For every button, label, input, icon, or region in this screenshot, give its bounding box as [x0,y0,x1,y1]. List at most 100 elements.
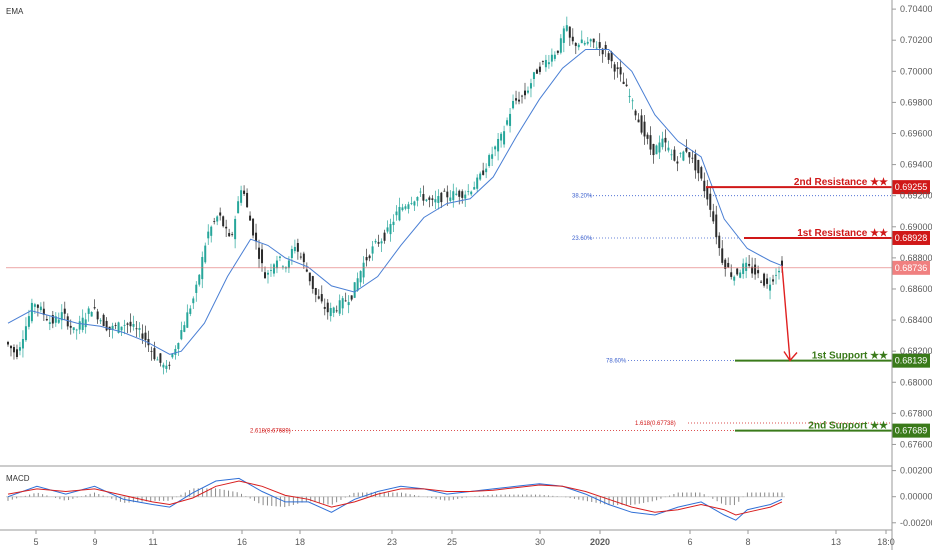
candle-body [679,152,682,154]
candle-body [643,121,646,137]
candle-body [126,323,129,325]
candle-body [60,312,63,321]
candle-body [51,315,54,324]
candle-body [742,263,745,274]
macd-signal-line [7,480,783,516]
level-label: 2nd Support ★★ [808,421,888,432]
candle-body [255,232,258,242]
candle-body [278,256,281,258]
candle-body [266,272,269,275]
x-tick-label: 18:0 [877,537,895,547]
candle-body [377,242,380,244]
candle-body [616,67,619,70]
projection-arrow-line [781,265,791,361]
candle-body [102,314,105,327]
candle-body [138,328,141,330]
candle-body [252,218,255,236]
candle-body [655,145,658,155]
candle-body [604,44,607,50]
candle-body [246,192,249,208]
candle-body [75,329,78,331]
candle-body [308,272,311,282]
fib-label: 78.60% [606,359,627,365]
x-tick-label: 16 [237,537,247,547]
candle-body [661,138,664,148]
candle-body [192,298,195,304]
candle-body [601,48,604,55]
candle-body [748,263,751,266]
candle-body [526,90,529,93]
candle-body [482,170,485,175]
candle-body [33,304,36,307]
candle-body [523,90,526,96]
macd-y-tick-label: 0.00200 [900,466,932,476]
candle-body [628,95,631,98]
candle-body [652,143,655,156]
candle-body [739,272,742,278]
candle-body [305,269,308,272]
candle-body [189,308,192,314]
candle-body [302,253,305,263]
candle-body [219,212,222,216]
candle-body [144,332,147,341]
y-tick-label: 0.70000 [900,66,932,76]
candle-body [541,61,544,63]
candle-body [443,190,446,192]
candle-body [153,348,156,360]
candle-body [470,191,473,195]
candle-body [317,296,320,299]
candle-body [598,42,601,48]
candle-body [688,152,691,158]
candle-body [715,214,718,238]
candle-body [673,149,676,161]
candle-body [419,191,422,193]
y-tick-label: 0.68600 [900,284,932,294]
candle-body [392,221,395,226]
candle-body [676,161,679,164]
candle-body [455,193,458,195]
candle-body [72,327,75,331]
candle-body [231,234,234,235]
candle-body [132,323,135,327]
candle-body [347,302,350,306]
candle-body [446,191,449,198]
candle-body [228,233,231,237]
x-tick-label: 23 [387,537,397,547]
candle-body [21,339,24,349]
x-tick-label: 18 [295,537,305,547]
candle-body [631,100,634,102]
candle-body [521,95,524,97]
candle-body [509,113,512,126]
level-price-tag [892,230,930,245]
candle-body [568,26,571,38]
candle-body [66,316,69,327]
candle-body [607,53,610,60]
candle-body [123,324,126,326]
candle-body [177,343,180,350]
candle-body [437,196,440,203]
candle-body [335,310,338,312]
candle-body [36,304,39,308]
candle-body [721,248,724,263]
candle-body [730,272,733,277]
candle-body [494,146,497,150]
candle-body [216,216,219,222]
x-tick-label: 5 [33,537,38,547]
candle-body [577,44,580,48]
candle-body [42,308,45,315]
candle-body [240,190,243,203]
candle-body [237,201,240,214]
candle-body [275,260,278,269]
candle-body [299,256,302,258]
y-tick-label: 0.68200 [900,346,932,356]
y-tick-label: 0.67600 [900,439,932,449]
candle-body [264,272,267,279]
candle-body [320,294,323,302]
candle-body [27,316,30,327]
candle-body [637,119,640,123]
candle-body [727,262,730,268]
candle-body [449,197,452,201]
x-tick-label: 30 [535,537,545,547]
candle-body [476,177,479,189]
candle-body [670,154,673,156]
